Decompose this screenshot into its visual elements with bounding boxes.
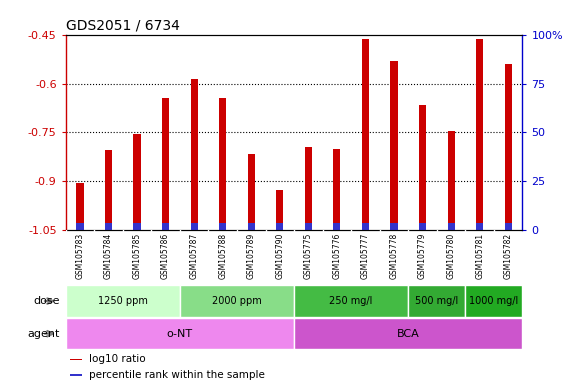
Bar bbox=[191, 223, 198, 230]
Bar bbox=[294, 285, 408, 317]
Text: GSM105775: GSM105775 bbox=[304, 233, 313, 280]
Text: GSM105776: GSM105776 bbox=[332, 233, 341, 280]
Bar bbox=[162, 223, 169, 230]
Bar bbox=[105, 151, 112, 230]
Bar bbox=[77, 223, 83, 230]
Bar bbox=[276, 223, 283, 230]
Text: GSM105788: GSM105788 bbox=[218, 233, 227, 279]
Text: log10 ratio: log10 ratio bbox=[89, 354, 145, 364]
Text: GSM105778: GSM105778 bbox=[389, 233, 399, 279]
Bar bbox=[70, 374, 82, 376]
Text: 2000 ppm: 2000 ppm bbox=[212, 296, 262, 306]
Bar bbox=[70, 359, 82, 360]
Bar bbox=[333, 149, 340, 230]
Text: GSM105780: GSM105780 bbox=[447, 233, 456, 279]
Text: 1250 ppm: 1250 ppm bbox=[98, 296, 148, 306]
Bar bbox=[505, 64, 512, 230]
Bar bbox=[333, 223, 340, 230]
Text: agent: agent bbox=[27, 329, 60, 339]
Text: 500 mg/l: 500 mg/l bbox=[415, 296, 459, 306]
Bar bbox=[276, 190, 283, 230]
Text: GSM105777: GSM105777 bbox=[361, 233, 370, 280]
Text: 250 mg/l: 250 mg/l bbox=[329, 296, 373, 306]
Bar bbox=[105, 223, 112, 230]
Text: GSM105785: GSM105785 bbox=[132, 233, 142, 279]
Bar bbox=[180, 285, 294, 317]
Bar bbox=[219, 98, 226, 230]
Text: GSM105779: GSM105779 bbox=[418, 233, 427, 280]
Bar bbox=[134, 134, 140, 230]
Bar bbox=[191, 79, 198, 230]
Bar bbox=[305, 147, 312, 230]
Bar bbox=[248, 223, 255, 230]
Bar bbox=[391, 223, 397, 230]
Text: GSM105782: GSM105782 bbox=[504, 233, 513, 279]
Bar bbox=[448, 131, 455, 230]
Bar bbox=[476, 40, 483, 230]
Bar bbox=[77, 183, 83, 230]
Bar bbox=[419, 223, 426, 230]
Bar bbox=[66, 285, 180, 317]
Bar bbox=[408, 285, 465, 317]
Text: o-NT: o-NT bbox=[167, 329, 193, 339]
Text: GSM105784: GSM105784 bbox=[104, 233, 113, 279]
Bar bbox=[248, 154, 255, 230]
Bar bbox=[476, 223, 483, 230]
Bar bbox=[134, 223, 140, 230]
Bar bbox=[505, 223, 512, 230]
Text: percentile rank within the sample: percentile rank within the sample bbox=[89, 370, 264, 380]
Bar bbox=[362, 40, 369, 230]
Bar bbox=[294, 318, 522, 349]
Text: 1000 mg/l: 1000 mg/l bbox=[469, 296, 518, 306]
Text: GSM105786: GSM105786 bbox=[161, 233, 170, 279]
Bar bbox=[465, 285, 522, 317]
Text: GDS2051 / 6734: GDS2051 / 6734 bbox=[66, 18, 179, 32]
Bar bbox=[448, 223, 455, 230]
Text: dose: dose bbox=[34, 296, 60, 306]
Text: GSM105790: GSM105790 bbox=[275, 233, 284, 280]
Bar bbox=[219, 223, 226, 230]
Bar bbox=[391, 61, 397, 230]
Bar bbox=[66, 318, 294, 349]
Text: BCA: BCA bbox=[397, 329, 420, 339]
Text: GSM105781: GSM105781 bbox=[475, 233, 484, 279]
Bar bbox=[162, 98, 169, 230]
Bar bbox=[362, 223, 369, 230]
Bar bbox=[305, 223, 312, 230]
Text: GSM105789: GSM105789 bbox=[247, 233, 256, 279]
Bar bbox=[419, 105, 426, 230]
Text: GSM105787: GSM105787 bbox=[190, 233, 199, 279]
Text: GSM105783: GSM105783 bbox=[75, 233, 85, 279]
